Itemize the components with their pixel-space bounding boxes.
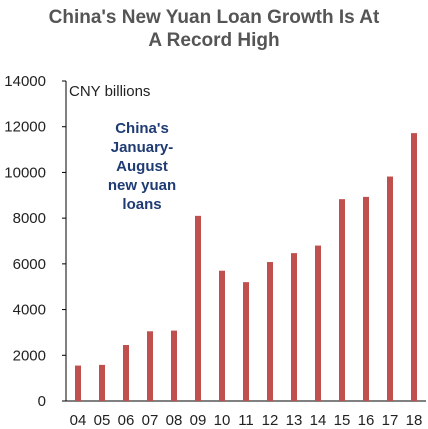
x-tick-label: 15 bbox=[334, 412, 351, 429]
bar bbox=[99, 364, 105, 401]
x-tick-label: 09 bbox=[190, 412, 207, 429]
bar bbox=[315, 245, 321, 401]
x-tick-label: 07 bbox=[142, 412, 159, 429]
y-axis-ticks: 0 2000 4000 6000 8000 10000 12000 14000 bbox=[4, 73, 66, 410]
annotation-line-5: loans bbox=[122, 196, 161, 213]
bar bbox=[147, 331, 153, 401]
x-tick-label: 06 bbox=[118, 412, 135, 429]
x-tick-label: 05 bbox=[94, 412, 111, 429]
x-tick-label: 13 bbox=[286, 412, 303, 429]
bar bbox=[387, 176, 393, 401]
bar bbox=[219, 270, 225, 401]
chart-title-line-1: China's New Yuan Loan Growth Is At bbox=[48, 7, 380, 28]
y-tick-label: 4000 bbox=[13, 302, 46, 319]
bar bbox=[75, 365, 81, 401]
y-tick-label: 8000 bbox=[13, 210, 46, 227]
y-tick-label: 2000 bbox=[13, 347, 46, 364]
x-tick-label: 12 bbox=[262, 412, 279, 429]
annotation-line-2: January- bbox=[111, 139, 174, 156]
bar bbox=[411, 133, 417, 401]
annotation-line-3: August bbox=[116, 158, 168, 175]
annotation-line-4: new yuan bbox=[108, 177, 176, 194]
annotation-line-1: China's bbox=[115, 120, 169, 137]
bar bbox=[291, 253, 297, 401]
bar bbox=[267, 262, 273, 401]
y-tick-label: 10000 bbox=[4, 164, 46, 181]
x-tick-label: 08 bbox=[166, 412, 183, 429]
y-tick-label: 6000 bbox=[13, 256, 46, 273]
bar bbox=[195, 215, 201, 401]
x-tick-label: 14 bbox=[310, 412, 327, 429]
x-tick-label: 11 bbox=[238, 412, 254, 429]
bar bbox=[243, 282, 249, 401]
y-tick-label: 14000 bbox=[4, 73, 46, 90]
bar bbox=[363, 196, 369, 401]
y-tick-label: 12000 bbox=[4, 119, 46, 136]
annotation: China's January- August new yuan loans bbox=[108, 120, 176, 213]
x-tick-label: 17 bbox=[382, 412, 399, 429]
bar bbox=[123, 345, 129, 401]
x-tick-label: 10 bbox=[214, 412, 231, 429]
unit-label: CNY billions bbox=[69, 83, 150, 100]
x-tick-label: 18 bbox=[406, 412, 423, 429]
x-tick-label: 04 bbox=[70, 412, 87, 429]
bar bbox=[171, 330, 177, 401]
y-tick-label: 0 bbox=[38, 393, 46, 410]
x-tick-label: 16 bbox=[358, 412, 375, 429]
chart-title: China's New Yuan Loan Growth Is At A Rec… bbox=[0, 6, 428, 52]
x-axis-ticks: 04 05 06 07 08 09 10 11 12 13 14 15 16 17 18 bbox=[70, 412, 423, 429]
bars bbox=[75, 133, 417, 401]
bar bbox=[339, 199, 345, 401]
chart-title-line-2: A Record High bbox=[148, 30, 280, 51]
